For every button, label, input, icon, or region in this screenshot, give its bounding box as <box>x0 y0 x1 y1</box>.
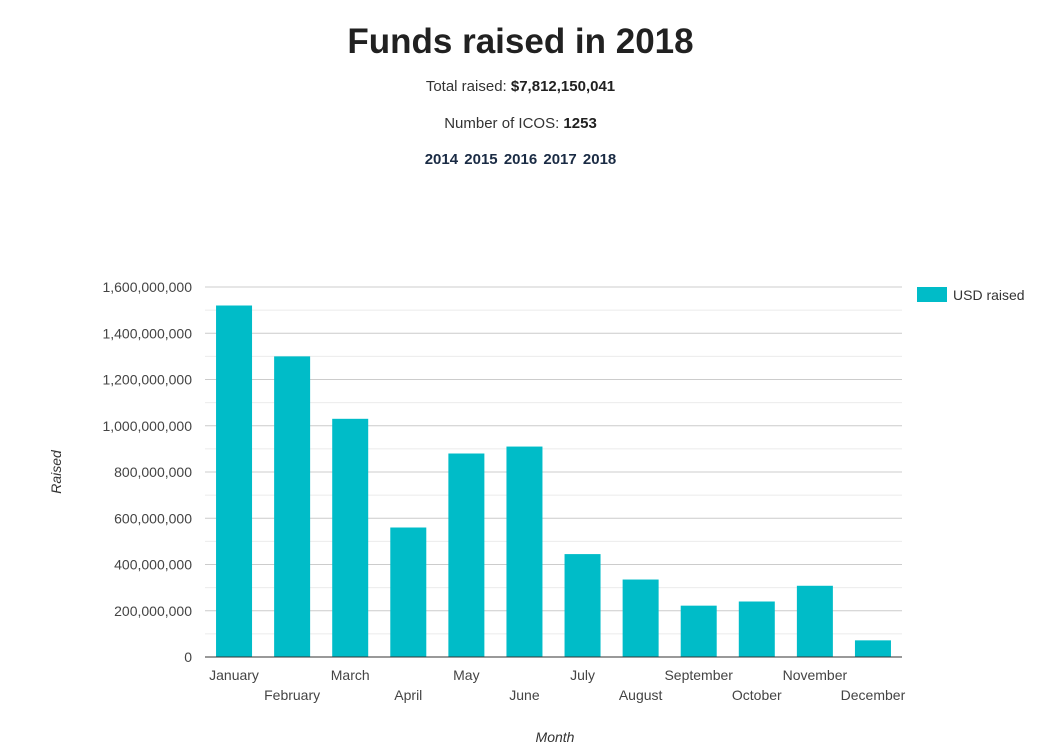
y-tick-label: 1,600,000,000 <box>102 279 192 295</box>
y-tick-label: 0 <box>184 649 192 665</box>
legend-swatch[interactable] <box>917 287 947 302</box>
bar[interactable] <box>216 305 253 658</box>
y-tick-label: 800,000,000 <box>114 464 192 480</box>
ico-count-label: Number of ICOS: <box>444 115 560 132</box>
y-tick-label: 600,000,000 <box>114 510 192 526</box>
y-axis-title: Raised <box>48 449 64 494</box>
x-tick-label: December <box>841 687 906 703</box>
y-tick-label: 1,400,000,000 <box>102 325 192 341</box>
x-tick-label: April <box>394 687 422 703</box>
bar[interactable] <box>622 579 659 657</box>
y-tick-label: 400,000,000 <box>114 557 192 573</box>
total-raised: Total raised: $7,812,150,041 <box>0 78 1041 95</box>
year-link-2015[interactable]: 2015 <box>464 151 498 168</box>
x-tick-label: July <box>570 667 595 683</box>
year-link-2017[interactable]: 2017 <box>543 151 577 168</box>
x-tick-label: August <box>619 687 663 703</box>
page-title: Funds raised in 2018 <box>347 22 694 61</box>
bar[interactable] <box>506 446 543 657</box>
bar[interactable] <box>680 605 717 657</box>
y-tick-label: 1,000,000,000 <box>102 418 192 434</box>
x-tick-label: September <box>664 667 733 683</box>
bar[interactable] <box>796 585 833 657</box>
bar[interactable] <box>390 527 427 658</box>
x-tick-label: October <box>732 687 782 703</box>
x-tick-label: February <box>264 687 320 703</box>
bar[interactable] <box>448 453 485 658</box>
y-tick-label: 200,000,000 <box>114 603 192 619</box>
bar[interactable] <box>274 356 311 657</box>
year-link-2014[interactable]: 2014 <box>424 151 459 168</box>
year-link-2016[interactable]: 2016 <box>503 151 538 168</box>
bar[interactable] <box>738 601 775 658</box>
bar[interactable] <box>332 418 369 657</box>
x-tick-label: June <box>509 687 540 703</box>
bar[interactable] <box>564 554 601 657</box>
bar[interactable] <box>854 640 891 657</box>
x-tick-label: March <box>331 667 370 683</box>
legend-label: USD raised <box>953 287 1025 303</box>
x-tick-label: January <box>209 667 259 683</box>
year-selector: 2014 2015 2016 2017 2018 <box>0 151 1041 168</box>
y-tick-label: 1,200,000,000 <box>102 372 192 388</box>
year-link-2018[interactable]: 2018 <box>582 151 617 168</box>
x-axis-title: Month <box>536 729 575 745</box>
ico-count: Number of ICOS: 1253 <box>0 115 1041 132</box>
total-raised-value: $7,812,150,041 <box>510 78 616 95</box>
total-raised-label: Total raised: <box>425 78 507 95</box>
ico-count-value: 1253 <box>563 115 597 132</box>
x-tick-label: November <box>783 667 848 683</box>
x-tick-label: May <box>453 667 479 683</box>
